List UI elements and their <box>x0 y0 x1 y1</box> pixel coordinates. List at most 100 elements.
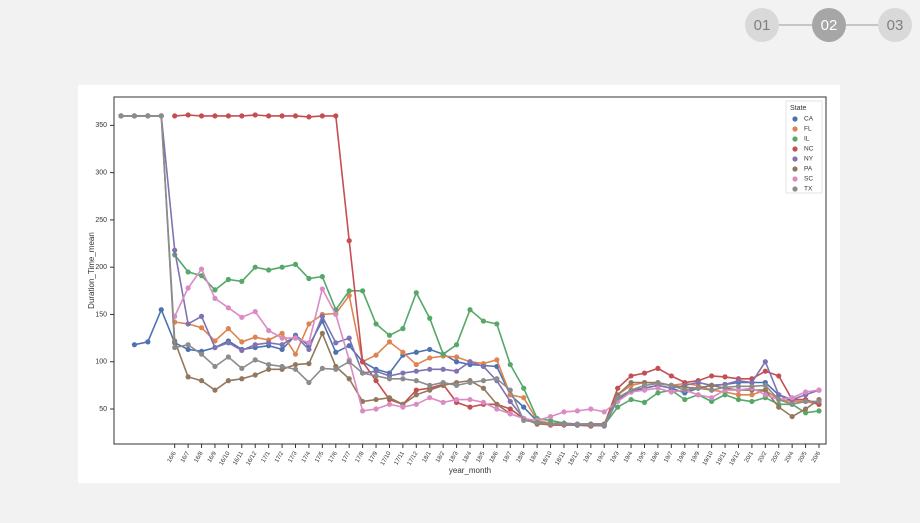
data-point <box>225 276 231 283</box>
data-point <box>480 378 487 384</box>
data-point <box>360 288 366 294</box>
data-point <box>172 113 178 119</box>
data-point <box>709 373 715 379</box>
data-point <box>709 382 715 388</box>
data-point <box>360 408 366 414</box>
data-point <box>628 387 634 393</box>
data-point <box>507 387 513 393</box>
data-point <box>319 330 325 336</box>
data-point <box>480 318 487 324</box>
data-point <box>319 113 325 119</box>
x-tick-label: 20/6 <box>811 450 822 464</box>
data-point <box>292 366 299 372</box>
data-point <box>547 417 554 423</box>
step-label: 03 <box>887 17 904 34</box>
data-point <box>802 406 809 412</box>
data-point <box>601 422 607 428</box>
data-point <box>453 342 460 348</box>
data-point <box>802 410 809 416</box>
data-point <box>628 373 634 379</box>
data-point <box>709 395 715 401</box>
data-point <box>709 387 715 393</box>
data-point <box>467 307 473 313</box>
data-point <box>266 267 272 273</box>
data-point <box>172 247 178 253</box>
data-point <box>346 238 352 244</box>
data-point <box>212 287 218 293</box>
data-point <box>292 261 299 267</box>
data-point <box>722 374 728 380</box>
data-point <box>480 385 487 391</box>
x-tick-label: 20/4 <box>784 450 795 464</box>
data-point <box>494 321 500 327</box>
data-point <box>641 370 648 376</box>
data-point <box>588 406 594 412</box>
data-point <box>776 373 782 379</box>
data-point <box>319 274 325 280</box>
legend-label: FL <box>804 126 812 133</box>
data-point <box>735 383 742 389</box>
data-point <box>306 340 312 346</box>
data-point <box>400 376 406 382</box>
x-tick-label: 18/4 <box>462 450 473 464</box>
legend-label: SC <box>804 176 813 183</box>
data-point <box>386 376 393 382</box>
data-point <box>494 357 500 363</box>
legend-marker <box>792 176 798 182</box>
data-point <box>413 378 419 384</box>
data-point <box>185 321 191 327</box>
data-point <box>400 349 406 355</box>
data-point <box>373 368 379 374</box>
legend-marker <box>792 116 798 122</box>
data-point <box>239 347 245 353</box>
data-point <box>373 321 379 327</box>
data-point <box>212 344 218 351</box>
legend-marker <box>792 146 798 152</box>
data-point <box>668 382 674 388</box>
legend-box <box>785 100 823 194</box>
data-point <box>212 363 218 370</box>
data-point <box>266 113 272 119</box>
data-point <box>198 378 205 384</box>
data-point <box>762 382 768 388</box>
data-point <box>346 335 352 341</box>
data-point <box>440 366 446 372</box>
data-point <box>655 385 661 391</box>
data-point <box>722 392 728 398</box>
data-point <box>816 398 822 405</box>
data-point <box>521 385 527 391</box>
data-point <box>588 422 594 428</box>
data-point <box>427 387 433 393</box>
x-tick-label: 18/2 <box>435 450 446 464</box>
data-point <box>360 398 366 405</box>
data-point <box>816 408 822 414</box>
x-tick-label: 19/5 <box>637 450 648 464</box>
data-point <box>158 113 164 119</box>
data-point <box>762 392 768 398</box>
data-point <box>789 395 795 401</box>
data-point <box>279 342 285 348</box>
data-point <box>480 363 487 370</box>
legend-label: CA <box>804 116 814 123</box>
data-point <box>225 305 231 311</box>
data-point <box>185 346 191 353</box>
data-point <box>722 384 728 390</box>
data-point <box>682 396 688 403</box>
data-point <box>172 344 178 351</box>
data-point <box>239 113 245 119</box>
data-point <box>789 413 795 420</box>
data-point <box>266 361 272 368</box>
data-point <box>641 387 648 393</box>
x-tick-label: 19/9 <box>690 450 701 464</box>
data-point <box>521 395 527 401</box>
data-point <box>695 379 701 386</box>
legend-marker <box>792 166 798 172</box>
data-point <box>185 285 191 291</box>
data-point <box>118 113 124 119</box>
x-tick-label: 17/5 <box>314 450 325 464</box>
data-point <box>252 309 258 315</box>
x-tick-label: 17/4 <box>301 450 312 464</box>
data-point <box>346 292 352 299</box>
data-point <box>641 399 648 405</box>
